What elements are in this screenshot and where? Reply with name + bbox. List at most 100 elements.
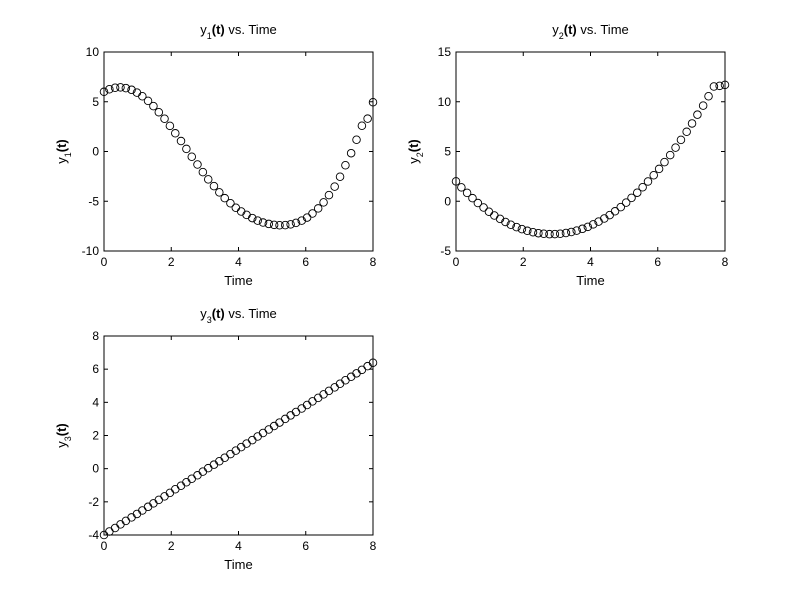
data-point <box>154 107 164 117</box>
data-point <box>203 175 213 184</box>
data-point <box>264 219 274 229</box>
chart-title-base: y <box>200 22 207 37</box>
data-point <box>231 446 241 455</box>
data-point <box>280 414 290 424</box>
x-tick-label: 0 <box>453 255 460 269</box>
data-point <box>182 144 191 154</box>
chart-title-base: y <box>200 306 207 321</box>
data-point <box>561 228 571 238</box>
data-point <box>187 152 197 162</box>
plot-frame <box>103 51 374 252</box>
data-point <box>555 229 565 239</box>
data-point <box>368 358 378 367</box>
x-tick-label: 2 <box>168 539 175 553</box>
data-point <box>545 229 554 239</box>
data-point <box>132 509 142 519</box>
chart-title-arg: (t) <box>212 306 225 321</box>
y-axis-label: y3(t) <box>54 423 73 448</box>
y-tick-label: -4 <box>88 528 99 542</box>
y-axis-label-subscript: 3 <box>63 436 73 441</box>
data-point <box>462 188 472 198</box>
chart-title-base: y <box>552 22 559 37</box>
data-point <box>253 432 262 441</box>
data-point <box>319 390 328 399</box>
data-point <box>341 376 350 385</box>
data-point <box>534 228 543 238</box>
data-point <box>121 516 131 526</box>
data-point <box>308 397 317 406</box>
data-point <box>209 181 219 191</box>
data-point <box>660 157 669 167</box>
data-point <box>242 439 251 448</box>
data-point <box>286 411 295 420</box>
data-point <box>517 224 527 234</box>
data-point <box>468 193 477 203</box>
chart-title: y3(t) vs. Time <box>200 306 277 325</box>
data-point <box>654 164 664 174</box>
data-point <box>704 92 713 101</box>
data-point <box>143 502 153 512</box>
data-point <box>720 80 730 90</box>
data-point <box>352 135 361 145</box>
data-point <box>242 210 251 220</box>
y-axis-label-arg: (t) <box>54 139 69 152</box>
x-tick-label: 4 <box>235 255 242 269</box>
data-point <box>215 188 224 197</box>
data-point <box>226 198 235 208</box>
data-point <box>313 204 323 213</box>
data-point <box>269 220 279 230</box>
data-point <box>275 220 284 230</box>
chart-title-subscript: 3 <box>207 315 212 325</box>
data-point <box>209 460 219 469</box>
data-point <box>187 474 197 484</box>
data-point <box>160 492 169 501</box>
chart-title-suffix: vs. Time <box>225 306 277 321</box>
x-axis-label: Time <box>224 273 252 288</box>
data-point <box>528 227 538 237</box>
x-tick-label: 4 <box>587 255 594 269</box>
data-point <box>236 442 246 452</box>
data-point <box>506 220 516 229</box>
x-tick-label: 0 <box>101 539 108 553</box>
data-point <box>143 96 153 106</box>
chart-title: y1(t) vs. Time <box>200 22 277 41</box>
data-point <box>616 202 626 212</box>
chart-title-subscript: 1 <box>207 31 212 41</box>
x-tick-label: 6 <box>654 255 661 269</box>
data-point <box>198 467 208 476</box>
y-tick-label: 0 <box>444 194 451 208</box>
data-point <box>231 203 241 212</box>
data-point <box>236 207 246 216</box>
data-point <box>643 177 653 186</box>
x-tick-label: 8 <box>370 539 377 553</box>
data-point <box>203 463 213 473</box>
x-tick-label: 6 <box>302 255 309 269</box>
data-point <box>368 97 378 107</box>
chart-title-arg: (t) <box>564 22 577 37</box>
y-tick-label: 5 <box>444 145 451 159</box>
data-point <box>297 216 306 225</box>
data-point <box>313 393 323 403</box>
x-tick-label: 6 <box>302 539 309 553</box>
y-axis-label-base: y <box>54 157 69 164</box>
data-point <box>116 520 125 529</box>
y-tick-label: -5 <box>88 194 99 208</box>
y-tick-label: 6 <box>92 362 99 376</box>
data-point <box>341 160 350 170</box>
data-point <box>324 190 334 200</box>
data-point <box>275 418 284 427</box>
x-axis-label: Time <box>224 557 252 572</box>
data-point <box>149 101 158 111</box>
chart-title-arg: (t) <box>212 22 225 37</box>
data-point <box>632 188 642 197</box>
data-point <box>539 229 549 239</box>
data-point <box>572 226 581 235</box>
chart-title-suffix: vs. Time <box>225 22 277 37</box>
data-point <box>610 207 620 216</box>
data-point <box>193 471 202 480</box>
data-point <box>352 369 361 378</box>
data-point <box>160 114 169 124</box>
